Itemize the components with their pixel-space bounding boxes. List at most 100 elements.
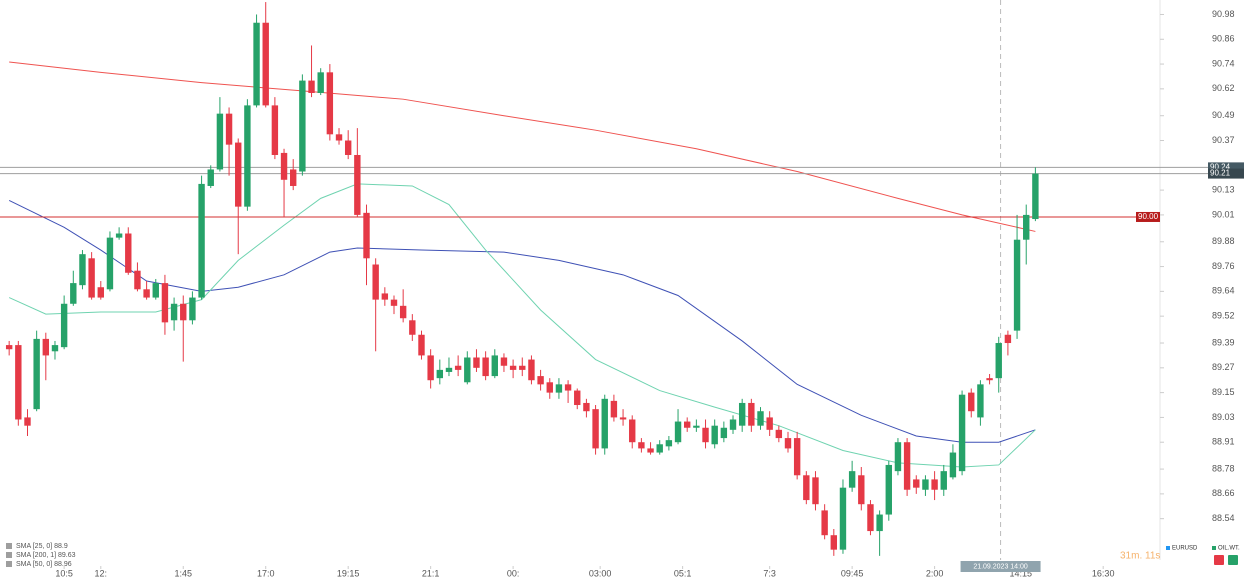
candle-body xyxy=(674,421,682,443)
y-tick-label: 89.39 xyxy=(1212,337,1235,347)
candle-body xyxy=(766,417,773,430)
candle-body xyxy=(848,471,856,488)
y-tick-label: 88.66 xyxy=(1212,488,1235,498)
candle-body xyxy=(390,299,398,306)
candle-body xyxy=(225,113,233,145)
candle-body xyxy=(574,390,581,406)
candle-body xyxy=(299,80,306,172)
candle-body xyxy=(125,233,132,273)
candle-body xyxy=(161,283,169,323)
candle-body xyxy=(381,293,389,300)
candle-body xyxy=(702,427,709,443)
symbol-icon xyxy=(1166,546,1170,550)
candle-body xyxy=(720,427,728,439)
candle-body xyxy=(757,411,764,426)
candle-body xyxy=(1032,173,1039,220)
candle-body xyxy=(968,392,975,412)
x-tick-label: 16:30 xyxy=(1092,568,1115,578)
candle-body xyxy=(409,320,416,335)
x-tick-label: 09:45 xyxy=(841,568,864,578)
candle-body xyxy=(858,475,865,505)
legend-entry: SMA [200, 1] 89.63 xyxy=(16,552,76,559)
candle-body xyxy=(500,357,508,366)
candle-body xyxy=(271,105,279,155)
symbol-icon xyxy=(1212,546,1216,550)
candle-body xyxy=(583,402,590,412)
candle-body xyxy=(738,402,746,426)
candle-body xyxy=(555,384,563,393)
x-tick-label: 7:3 xyxy=(763,568,776,578)
candle-body xyxy=(601,398,608,449)
x-tick-label: 21:1 xyxy=(422,568,440,578)
y-tick-label: 90.62 xyxy=(1212,83,1235,93)
candle-body xyxy=(958,394,966,472)
legend-entry: SMA [50, 0] 88.96 xyxy=(16,561,72,568)
price-tag-label: 90.24 xyxy=(1210,162,1231,171)
price-tag xyxy=(1208,162,1244,173)
candle-body xyxy=(15,345,22,420)
candle-body xyxy=(115,233,123,238)
candle-body xyxy=(619,417,627,420)
y-tick-label: 89.52 xyxy=(1212,311,1235,321)
y-tick-label: 89.76 xyxy=(1212,261,1235,271)
candle-body xyxy=(262,22,269,106)
candle-body xyxy=(1013,239,1021,331)
x-tick-label: 03:00 xyxy=(589,568,612,578)
candle-body xyxy=(913,479,920,488)
x-tick-label: 14:15 xyxy=(1009,568,1032,578)
candle-body xyxy=(885,464,892,515)
moving-average xyxy=(8,183,1036,468)
y-tick-label: 90.98 xyxy=(1212,9,1235,19)
legend-icon xyxy=(6,543,12,549)
candle-body xyxy=(693,425,700,428)
candle-body xyxy=(665,440,673,447)
candle-body xyxy=(335,134,343,141)
candle-body xyxy=(60,303,68,348)
y-tick-label: 90.74 xyxy=(1212,58,1235,68)
candle-body xyxy=(290,169,297,186)
y-tick-label: 88.78 xyxy=(1212,463,1235,473)
candle-body xyxy=(253,22,260,106)
candle-body xyxy=(647,448,654,453)
price-tag xyxy=(1208,168,1244,179)
price-tag xyxy=(1136,211,1160,222)
candle-body xyxy=(519,365,526,370)
candle-body xyxy=(564,384,572,391)
candle-body xyxy=(784,438,792,449)
candle-body xyxy=(748,402,755,426)
y-tick-label: 89.64 xyxy=(1212,286,1235,296)
candle-body xyxy=(977,384,984,418)
candle-body xyxy=(839,487,847,550)
candle-body xyxy=(70,283,77,304)
moving-average xyxy=(9,61,1036,232)
candle-body xyxy=(427,355,434,381)
candle-body xyxy=(610,400,618,418)
candle-body xyxy=(876,514,883,532)
candle-body xyxy=(344,140,352,155)
candle-body xyxy=(216,113,224,170)
candle-body xyxy=(995,343,1002,379)
crosshair-label: 21.09.2023 14:00 xyxy=(973,563,1028,570)
candle-body xyxy=(134,270,141,290)
candle-body xyxy=(235,142,242,207)
close-button xyxy=(1214,555,1224,565)
candle-body xyxy=(821,510,828,536)
candle-body xyxy=(793,438,801,476)
x-tick-label: 1:45 xyxy=(174,568,192,578)
y-tick-label: 90.13 xyxy=(1212,184,1235,194)
candle-body xyxy=(711,425,718,445)
y-tick-label: 89.88 xyxy=(1212,236,1235,246)
x-tick-label: 05:1 xyxy=(674,568,692,578)
candle-body xyxy=(79,254,86,286)
candle-body xyxy=(143,289,150,298)
y-tick-label: 89.27 xyxy=(1212,362,1235,372)
candle-body xyxy=(33,338,40,410)
candle-body xyxy=(317,72,324,93)
y-tick-label: 89.15 xyxy=(1212,387,1235,397)
x-tick-label: 17:0 xyxy=(257,568,275,578)
candle-body xyxy=(986,378,993,381)
x-tick-label: 2:00 xyxy=(926,568,944,578)
candle-body xyxy=(207,169,214,186)
